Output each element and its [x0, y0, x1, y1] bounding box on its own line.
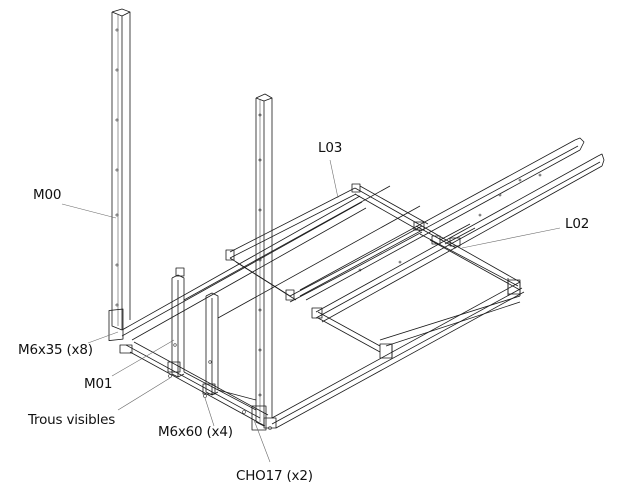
post-m00	[111, 8, 131, 331]
short-post-left	[171, 274, 185, 378]
label-cho17: CHO17 (x2)	[236, 468, 313, 484]
post-holes	[115, 28, 542, 430]
label-m6x35: M6x35 (x8)	[18, 342, 93, 358]
label-m6x60: M6x60 (x4)	[158, 424, 233, 440]
label-m00: M00	[33, 187, 62, 203]
short-post-right	[205, 292, 219, 396]
label-l02: L02	[565, 216, 590, 232]
label-trous-visibles: Trous visibles	[28, 412, 116, 428]
label-l03: L03	[318, 140, 343, 156]
label-m01: M01	[84, 376, 113, 392]
leader-lines	[61, 159, 561, 463]
